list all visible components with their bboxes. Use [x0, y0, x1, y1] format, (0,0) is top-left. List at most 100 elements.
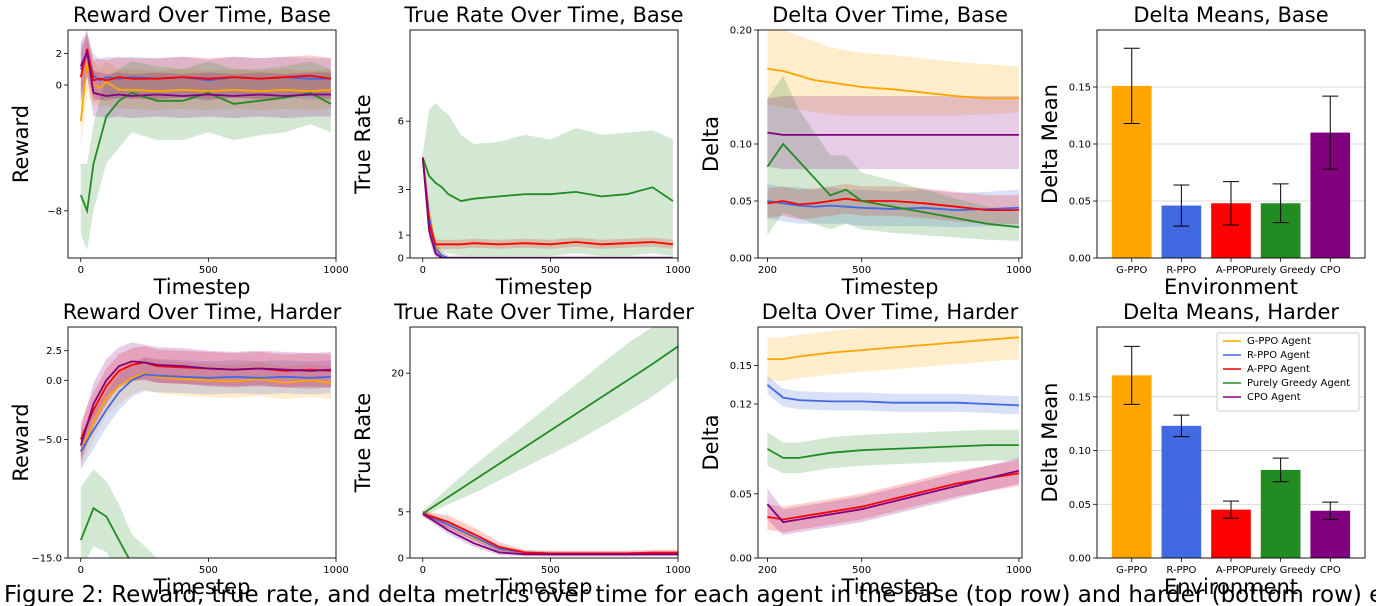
series-line — [79, 372, 332, 452]
x-tick-label: 200 — [758, 565, 777, 576]
confidence-band — [80, 357, 331, 470]
axes-frame — [67, 29, 337, 259]
series-line — [766, 384, 1019, 407]
series-line — [767, 197, 1019, 212]
x-tick-label: A-PPO — [1216, 265, 1246, 276]
axes-frame — [757, 29, 1023, 259]
panel-truerate-base: True Rate Over Time, Base Timestep True Ra… — [351, 3, 691, 299]
confidence-band — [767, 30, 1019, 116]
plot-area — [766, 327, 1020, 535]
y-tick-label: 0 — [56, 81, 62, 92]
x-tick-label: 500 — [852, 265, 871, 276]
x-tick-label: 1000 — [1006, 565, 1031, 576]
confidence-band — [422, 103, 673, 256]
y-tick-label: −8 — [47, 206, 62, 217]
plot-area — [766, 30, 1019, 241]
panel-truerate-harder: True Rate Over Time, Harder Timestep True … — [351, 300, 694, 599]
series-line — [421, 157, 673, 258]
x-tick-label: CPO — [1320, 265, 1341, 276]
y-axis-label: Reward — [9, 403, 33, 481]
y-tick-label: 0 — [398, 554, 404, 565]
series-line — [79, 48, 332, 82]
legend-entry: R-PPO Agent — [1247, 350, 1310, 361]
chart-title: Delta Means, Harder — [1123, 300, 1339, 324]
y-axis-label: Delta — [699, 116, 723, 172]
chart-title: Delta Over Time, Harder — [762, 300, 1019, 324]
axes-frame — [409, 29, 679, 259]
x-tick-label: 1000 — [323, 565, 348, 576]
chart-title: Reward Over Time, Base — [73, 3, 331, 27]
y-tick-label: 0.10 — [1069, 446, 1091, 457]
confidence-band — [80, 34, 331, 101]
y-tick-label: 0.00 — [1069, 554, 1091, 565]
panel-reward-base: Reward Over Time, Base Timestep Reward 2 0 −8… — [9, 3, 349, 299]
confidence-band — [80, 30, 331, 119]
x-tick-label: 1000 — [323, 265, 348, 276]
y-tick-label: 2 — [56, 49, 62, 60]
bar — [1260, 469, 1301, 558]
legend-entry: CPO Agent — [1247, 392, 1301, 403]
x-tick-label: 500 — [541, 565, 560, 576]
axes-frame — [409, 326, 679, 559]
y-tick-label: 0.05 — [730, 489, 752, 500]
x-tick-label: CPO — [1320, 565, 1341, 576]
confidence-band — [80, 469, 331, 558]
series-line — [421, 157, 674, 202]
x-axis-label: Environment — [1164, 275, 1298, 299]
series-line — [767, 67, 1019, 100]
x-tick-label: R-PPO — [1166, 565, 1196, 576]
y-tick-label: 0.15 — [1069, 83, 1091, 94]
series-line — [766, 142, 1019, 229]
confidence-band — [767, 429, 1019, 474]
y-axis-label: Reward — [9, 105, 33, 183]
x-tick-label: G-PPO — [1116, 565, 1147, 576]
x-axis-label: Timestep — [841, 575, 939, 599]
series-line — [79, 62, 331, 122]
x-tick-label: 1000 — [665, 265, 690, 276]
x-tick-label: 1000 — [665, 565, 690, 576]
x-tick-label: 500 — [199, 265, 218, 276]
plot-area — [79, 342, 332, 558]
x-axis-label: Environment — [1164, 575, 1298, 599]
plot-area — [79, 30, 332, 251]
chart-title: Reward Over Time, Harder — [63, 300, 342, 324]
series-line — [422, 345, 678, 515]
series-line — [766, 444, 1019, 459]
legend-entry: Purely Greedy Agent — [1247, 378, 1350, 389]
y-axis-label: Delta Mean — [1038, 84, 1062, 204]
x-tick-label: A-PPO — [1216, 565, 1246, 576]
series-line — [767, 131, 1019, 136]
confidence-band — [422, 510, 678, 557]
panel-deltameans-base: Delta Means, Base Environment Delta Mean 0.… — [1038, 3, 1366, 299]
y-tick-label: 0.20 — [730, 26, 752, 37]
x-tick-label: 500 — [541, 265, 560, 276]
confidence-band — [767, 96, 1019, 170]
y-axis-label: True Rate — [351, 393, 375, 493]
bar — [1111, 375, 1152, 558]
confidence-band — [80, 61, 331, 251]
series-line — [421, 157, 673, 258]
x-tick-label: 0 — [420, 565, 426, 576]
panel-delta-base: Delta Over Time, Base Timestep Delta 0.00 0.… — [699, 3, 1032, 299]
y-tick-label: 1 — [398, 231, 404, 242]
x-tick-label: 500 — [852, 565, 871, 576]
axes-frame — [67, 326, 337, 559]
x-tick-label: 1000 — [1006, 265, 1031, 276]
series-line — [767, 472, 1020, 521]
x-tick-label: Purely Greedy — [1245, 565, 1315, 576]
confidence-band — [80, 31, 331, 104]
series-line — [79, 48, 331, 97]
y-tick-label: 0.15 — [730, 361, 752, 372]
series-line — [79, 91, 332, 215]
y-tick-label: 5 — [398, 507, 404, 518]
plot-area — [422, 327, 678, 557]
x-tick-label: Purely Greedy — [1245, 265, 1315, 276]
y-axis-label: Delta — [699, 414, 723, 470]
series-line — [767, 200, 1019, 212]
x-axis-label: Timestep — [153, 275, 251, 299]
panel-delta-harder: Delta Over Time, Harder Timestep Delta 0.00… — [699, 300, 1032, 599]
axes-frame — [1096, 326, 1366, 559]
y-tick-label: 2.5 — [46, 346, 62, 357]
chart-title: True Rate Over Time, Base — [403, 3, 683, 27]
